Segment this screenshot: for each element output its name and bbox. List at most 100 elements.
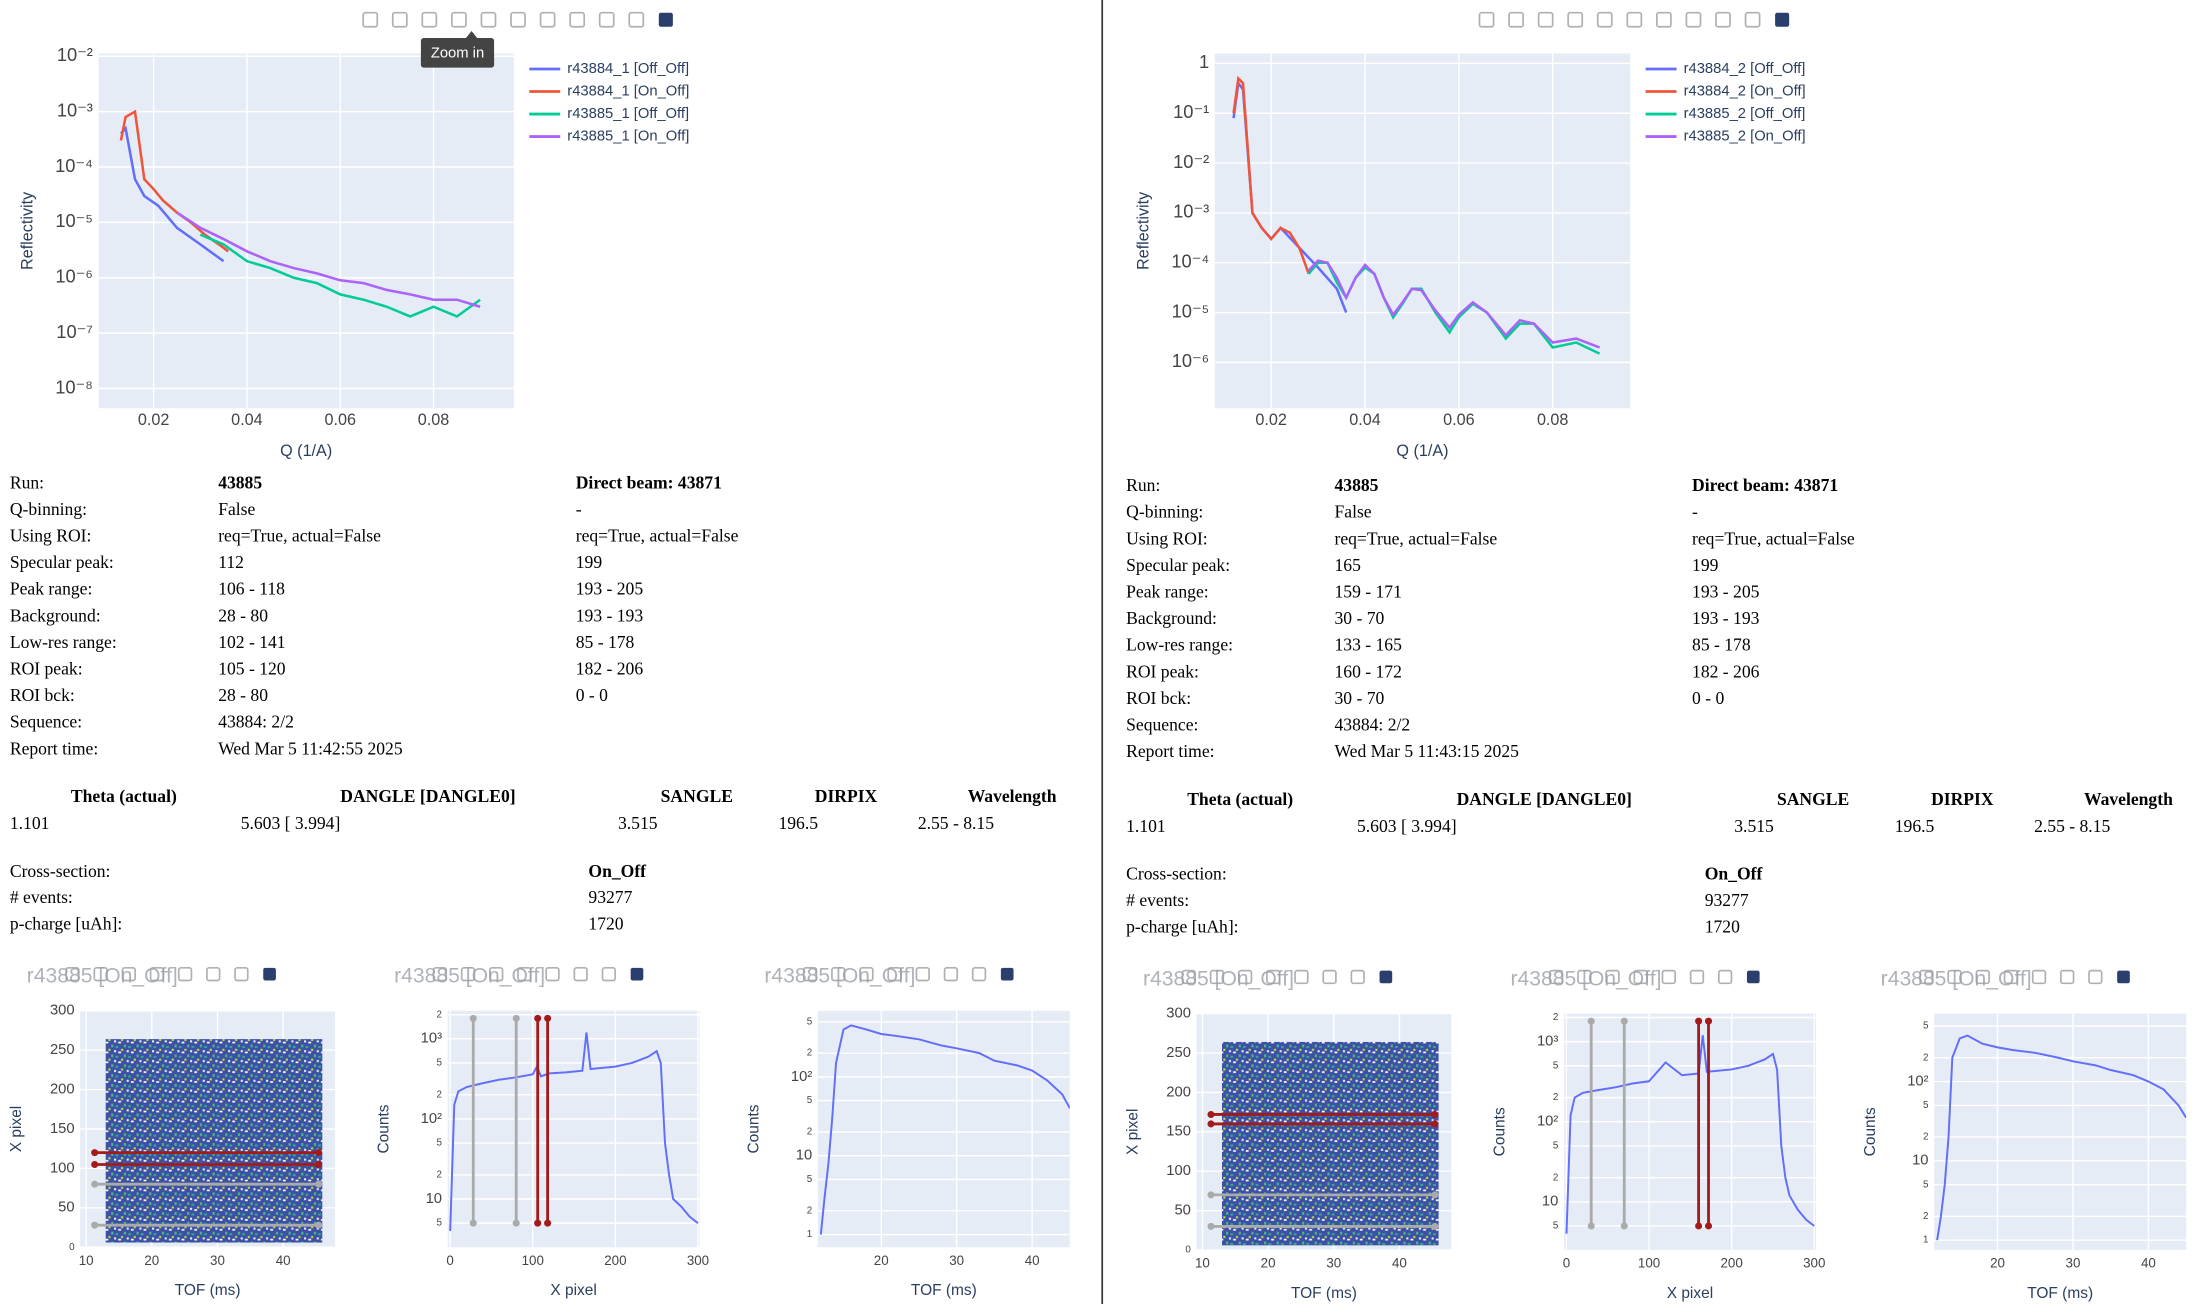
toolbar-button[interactable] (1567, 11, 1584, 28)
toolbar-button[interactable] (1975, 969, 1990, 985)
toolbar-button[interactable] (1237, 969, 1253, 985)
toolbar-button[interactable] (432, 966, 448, 982)
toolbar-button[interactable] (1000, 967, 1014, 981)
toolbar-button[interactable] (1508, 11, 1524, 28)
toolbar-button[interactable] (1715, 11, 1731, 28)
y-tick-label: 5 (807, 1016, 813, 1027)
toolbar-button[interactable] (915, 966, 930, 982)
toolbar-button[interactable] (1746, 970, 1760, 984)
toolbar-button[interactable] (451, 11, 467, 28)
plot-area (817, 1010, 1070, 1248)
toolbar-button[interactable] (658, 12, 673, 27)
toolbar-button[interactable] (2031, 969, 2047, 985)
toolbar-button[interactable] (2117, 970, 2130, 984)
toolbar-button[interactable] (1689, 969, 1705, 985)
y-tick-label: 150 (50, 1121, 75, 1137)
toolbar-button[interactable] (802, 966, 818, 982)
roi-end (315, 1160, 323, 1168)
y-axis-title: Reflectivity (1135, 191, 1153, 270)
toolbar-button[interactable] (573, 966, 588, 982)
roi-end (315, 1180, 323, 1188)
toolbar-button[interactable] (1717, 969, 1733, 985)
angles-header: DANGLE [DANGLE0] (1457, 789, 1632, 809)
y-tick-label: 2 (1923, 1211, 1928, 1222)
info-cell: Background: (10, 605, 101, 625)
x-tick-label: 30 (210, 1253, 225, 1268)
toolbar-button[interactable] (206, 966, 221, 982)
toolbar-button[interactable] (943, 966, 959, 982)
y-tick-label: 10⁻² (57, 44, 93, 65)
roi-end (534, 1219, 542, 1227)
info-cell: Low-res range: (10, 632, 117, 652)
toolbar-button[interactable] (545, 966, 560, 982)
toolbar-button[interactable] (1596, 11, 1613, 28)
toolbar-button[interactable] (177, 966, 193, 982)
data-line (1232, 75, 1310, 275)
toolbar-button[interactable] (1577, 969, 1592, 985)
info-cell: 30 - 70 (1334, 688, 1384, 708)
toolbar-button[interactable] (517, 966, 532, 982)
toolbar-button[interactable] (630, 967, 644, 981)
info-cell: 199 (576, 552, 603, 572)
toolbar-button[interactable] (1656, 11, 1672, 28)
toolbar-button[interactable] (121, 966, 136, 982)
info-cell: Peak range: (1126, 582, 1208, 602)
toolbar-button[interactable] (1549, 969, 1564, 985)
toolbar-button[interactable] (539, 11, 556, 28)
toolbar-button[interactable] (1947, 969, 1962, 985)
toolbar-button[interactable] (887, 966, 902, 982)
x-tick-label: 0.08 (418, 411, 449, 429)
x-axis-title: Q (1/A) (280, 442, 332, 460)
toolbar-button[interactable] (391, 11, 408, 28)
toolbar-button[interactable] (1478, 11, 1495, 28)
toolbar-button[interactable] (460, 966, 476, 982)
toolbar-button[interactable] (2003, 969, 2019, 985)
toolbar-button[interactable] (1661, 969, 1676, 985)
toolbar-button[interactable] (831, 966, 846, 982)
roi-end (315, 1221, 323, 1229)
plot-area (1563, 1013, 1816, 1251)
toolbar-button[interactable] (971, 966, 987, 982)
roi-end (91, 1180, 99, 1188)
toolbar-button[interactable] (263, 967, 276, 981)
toolbar-button[interactable] (2088, 969, 2103, 985)
toolbar-button[interactable] (93, 966, 108, 982)
toolbar-button[interactable] (421, 11, 438, 28)
toolbar-button[interactable] (1919, 969, 1934, 985)
toolbar-button[interactable] (859, 966, 874, 982)
y-tick-label: 2 (1923, 1132, 1928, 1143)
toolbar-button[interactable] (1294, 969, 1309, 985)
angles-cell: 1.101 (10, 813, 50, 833)
toolbar-button[interactable] (1537, 11, 1554, 28)
toolbar-button[interactable] (1266, 969, 1281, 985)
toolbar-button[interactable] (1181, 969, 1196, 985)
toolbar-button[interactable] (628, 11, 645, 28)
toolbar-button[interactable] (65, 966, 80, 982)
y-tick-label: 5 (807, 1174, 813, 1185)
toolbar-button[interactable] (1744, 11, 1761, 28)
toolbar-button[interactable] (1775, 12, 1790, 27)
toolbar-button[interactable] (1379, 970, 1393, 984)
toolbar-button[interactable] (1209, 969, 1225, 985)
toolbar-button[interactable] (1322, 969, 1337, 985)
toolbar-button[interactable] (2060, 969, 2075, 985)
toolbar-button[interactable] (480, 11, 497, 28)
toolbar-button[interactable] (1350, 969, 1365, 985)
y-tick-label: 10² (421, 1111, 442, 1127)
toolbar-button[interactable] (601, 966, 617, 982)
toolbar-button[interactable] (489, 966, 504, 982)
angles-cell: 3.515 (1734, 816, 1774, 836)
toolbar-button[interactable] (510, 11, 526, 28)
toolbar-button[interactable] (149, 966, 165, 982)
toolbar-button[interactable] (598, 11, 615, 28)
toolbar-button[interactable] (1626, 11, 1643, 28)
toolbar-button[interactable] (1605, 969, 1620, 985)
info-cell: req=True, actual=False (1692, 528, 1855, 548)
toolbar-button[interactable] (1633, 969, 1648, 985)
toolbar-button[interactable] (1685, 11, 1702, 28)
toolbar-button[interactable] (569, 11, 586, 28)
roi-end (544, 1219, 552, 1227)
info-cell: req=True, actual=False (576, 526, 739, 546)
toolbar-button[interactable] (234, 966, 249, 982)
toolbar-button[interactable] (362, 11, 379, 28)
